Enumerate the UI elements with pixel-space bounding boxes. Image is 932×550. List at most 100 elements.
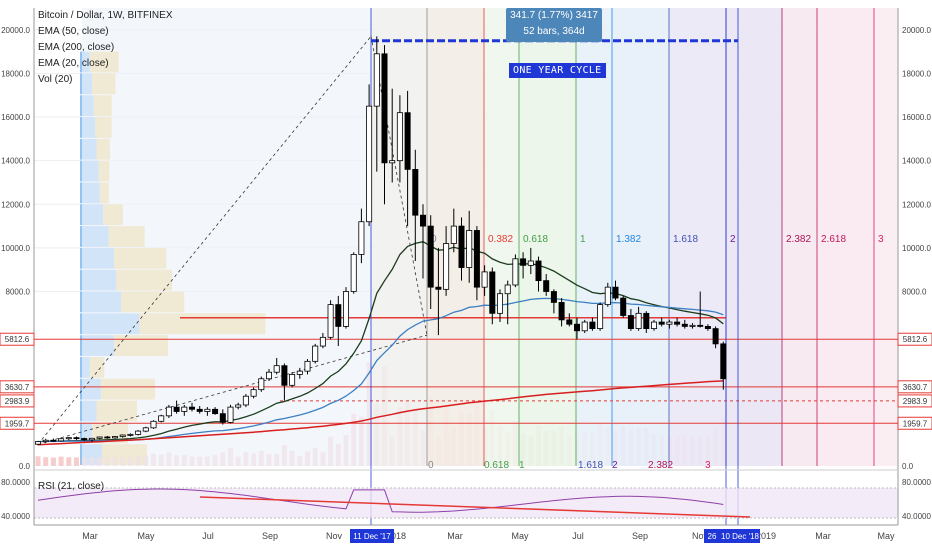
date-marker-text: 11 Dec '17 (353, 532, 391, 541)
candle-body (50, 439, 57, 442)
candle-body (597, 304, 604, 330)
candle-body (489, 271, 496, 314)
candle-body (181, 406, 188, 412)
candle-body (42, 439, 49, 442)
fib-lower-label: 2.382 (648, 460, 673, 471)
candle-body (227, 406, 234, 423)
price-label-left-box (0, 332, 35, 346)
candle-body (681, 323, 688, 327)
candle-body (435, 286, 442, 290)
candle-body (204, 408, 211, 412)
x-tick: Mar (815, 531, 831, 541)
candle-body (281, 365, 288, 386)
fib-lower-label: 1.618 (578, 460, 603, 471)
candle-body (419, 214, 426, 227)
candle-body (242, 395, 249, 406)
candle-body (150, 420, 157, 429)
price-label-right: 1959.7 (903, 419, 928, 428)
trend-dashed-down (370, 36, 428, 336)
price-label-right-box (897, 416, 932, 430)
y-tick-left: 16000.0 (1, 113, 30, 122)
candle-body (396, 112, 403, 162)
fib-lower-label: 1 (519, 460, 525, 471)
candle-body (504, 284, 511, 295)
candle-body (450, 225, 457, 244)
rsi-line (37, 488, 724, 513)
x-tick: 2019 (756, 531, 776, 541)
candle-body (135, 430, 142, 435)
fib-label: 0.382 (488, 234, 513, 245)
y-tick-right: 12000.0 (902, 200, 931, 209)
candle-body (543, 280, 550, 292)
candle-body (58, 438, 65, 442)
fib-lower-label: 2 (612, 460, 618, 471)
fib-zone (726, 8, 782, 466)
measure-line-1: 341.7 (1.77%) 3417 (510, 10, 598, 21)
rsi-tick-right: 80.0000 (902, 478, 931, 487)
rsi-tick-left: 40.0000 (1, 512, 30, 521)
legend-ema200[interactable]: EMA (200, close) (38, 42, 115, 53)
candle-body (35, 441, 42, 445)
chart-title: Bitcoin / Dollar, 1W, BITFINEX (38, 10, 173, 21)
fib-label: 3 (878, 234, 884, 245)
labels: 5812.6 5812.6 3630.7 3630.7 2983.9 2983.9 1959… (0, 332, 932, 543)
y-tick-left: 18000.0 (1, 69, 30, 78)
date-marker-box (350, 529, 394, 543)
legend-ema20[interactable]: EMA (20, close) (38, 58, 109, 69)
candle-body (81, 438, 88, 441)
candle-body (219, 413, 226, 423)
candle-body (427, 225, 434, 288)
candle-body (566, 319, 573, 325)
price-label-right-box (897, 332, 932, 346)
date-marker-box (720, 529, 760, 543)
horizontal-lines (34, 8, 898, 525)
fib-lower-label: 0.618 (484, 460, 509, 471)
y-tick-left: 12000.0 (1, 200, 30, 209)
candle-body (173, 406, 180, 412)
x-tick: Jul (572, 531, 584, 541)
fib-zone (484, 8, 519, 466)
candle-body (366, 105, 373, 223)
x-tick: Mar (82, 531, 98, 541)
y-tick-right: 20000.0 (902, 26, 931, 35)
one-year-cycle-label: ONE YEAR CYCLE (509, 63, 606, 78)
x-tick: Sep (262, 531, 278, 541)
legend-ema50[interactable]: EMA (50, close) (38, 26, 109, 37)
candle-body (350, 254, 357, 292)
candle-body (589, 321, 596, 329)
volume-bar (43, 457, 49, 466)
candle-body (550, 291, 557, 303)
candle-body (96, 436, 103, 439)
x-tick: May (877, 531, 895, 541)
fib-label: 2.382 (786, 234, 811, 245)
candle-body (473, 230, 480, 288)
candle-body (443, 243, 450, 290)
date-marker-text: 10 Dec '18 (721, 532, 760, 541)
x-tick: Jul (202, 531, 214, 541)
rsi-trendline (199, 496, 751, 518)
candle-body (335, 304, 342, 327)
candle-body (73, 437, 80, 440)
candle-body (481, 271, 488, 288)
legend-vol[interactable]: Vol (20) (38, 74, 73, 85)
x-tick: May (511, 531, 529, 541)
ema200-line (37, 380, 724, 446)
trend-dashed-up (37, 36, 372, 445)
fib-zone (874, 8, 898, 466)
fib-label: 1.618 (673, 234, 698, 245)
x-tick: Nov (326, 531, 343, 541)
price-label-left-box (0, 394, 35, 408)
candle-body (604, 286, 611, 306)
measure-line-2: 52 bars, 364d (523, 26, 585, 37)
date-marker-box (704, 529, 720, 543)
candle-body (373, 53, 380, 107)
x-tick: Sep (632, 531, 648, 541)
x-tick: Nov (692, 531, 709, 541)
measure-tooltip: 341.7 (1.77%) 3417 52 bars, 364d (506, 8, 602, 42)
candle-body (142, 427, 149, 432)
candle-body (627, 315, 634, 329)
y-tick-left: 20000.0 (1, 26, 30, 35)
rsi-label[interactable]: RSI (21, close) (38, 481, 105, 492)
candle-body (158, 415, 165, 422)
